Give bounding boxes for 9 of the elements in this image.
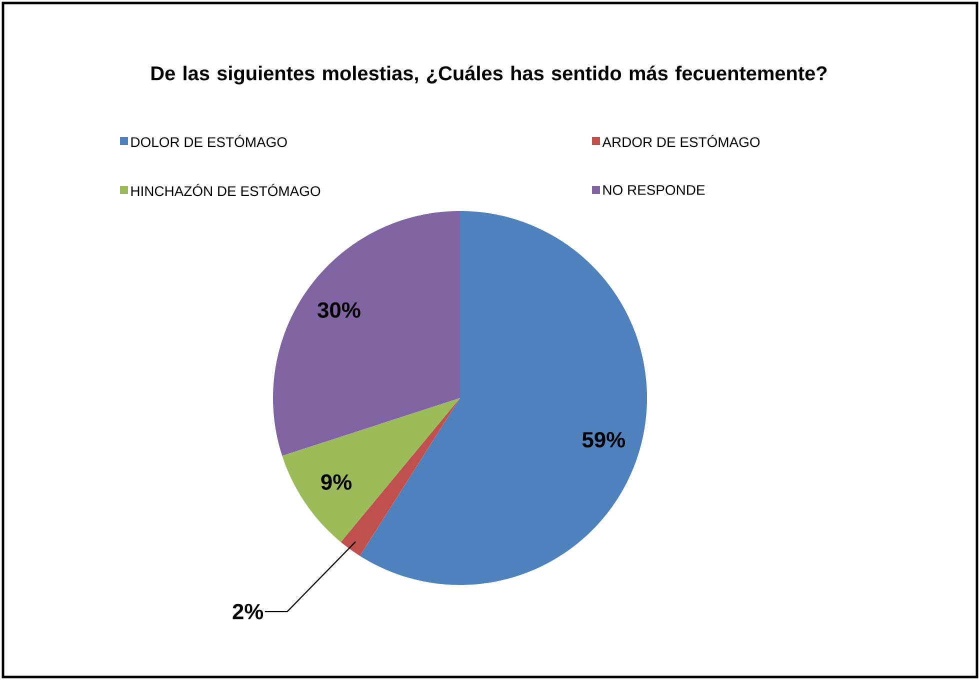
legend-label: HINCHAZÓN DE ESTÓMAGO bbox=[131, 184, 320, 196]
data-label: 59% bbox=[582, 432, 626, 448]
legend-label: NO RESPONDE bbox=[603, 185, 705, 195]
data-label: 30% bbox=[318, 302, 360, 318]
data-label: 2% bbox=[232, 604, 264, 620]
legend-label: DOLOR DE ESTÓMAGO bbox=[131, 134, 287, 148]
data-label: 9% bbox=[321, 474, 352, 490]
legend-label: ARDOR DE ESTÓMAGO bbox=[602, 134, 760, 148]
chart-title: De las siguientes molestias, ¿Cuáles has sentido más fecuentemente? bbox=[151, 66, 827, 84]
